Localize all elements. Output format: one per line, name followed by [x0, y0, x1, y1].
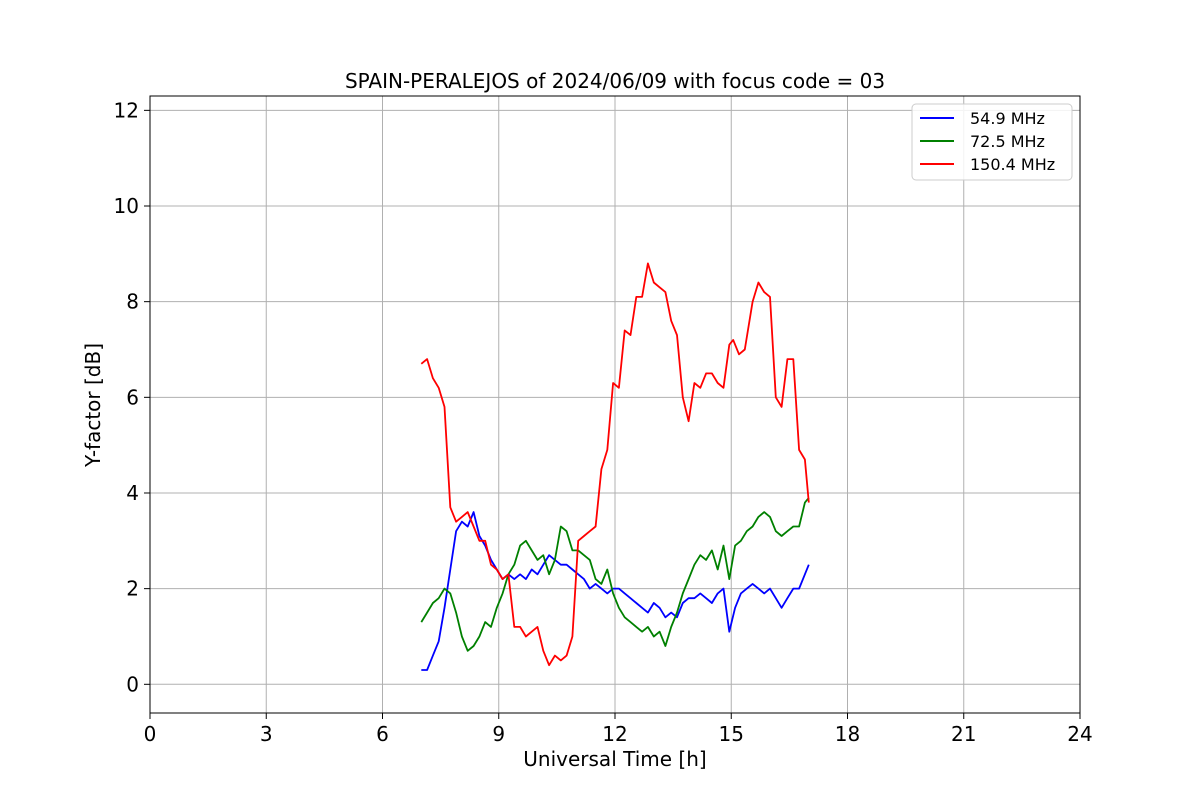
legend-box — [911, 103, 1073, 181]
x-tick-label: 6 — [376, 722, 389, 746]
x-tick-label: 9 — [492, 722, 505, 746]
x-axis-label: Universal Time [h] — [523, 747, 706, 771]
series-lines — [420, 262, 810, 671]
x-tick-label: 15 — [719, 722, 744, 746]
series-line-150-4-mhz — [420, 262, 810, 667]
chart-title: SPAIN-PERALEJOS of 2024/06/09 with focus… — [345, 69, 885, 93]
series-line-72-5-mhz — [420, 497, 810, 652]
legend-entry: 72.5 MHz — [970, 132, 1045, 151]
x-tick-label: 0 — [144, 722, 157, 746]
x-tick-label: 12 — [602, 722, 627, 746]
x-tick-label: 3 — [260, 722, 273, 746]
y-tick-label: 0 — [126, 672, 139, 696]
y-tick-label: 8 — [126, 290, 139, 314]
legend-entry: 54.9 MHz — [970, 109, 1045, 128]
x-tick-label: 24 — [1067, 722, 1092, 746]
y-axis-ticks: 0 2 4 6 8 10 12 — [114, 98, 150, 696]
legend-entry: 150.4 MHz — [970, 155, 1055, 174]
y-tick-label: 6 — [126, 385, 139, 409]
y-axis-label: Y-factor [dB] — [81, 343, 105, 468]
legend: 54.9 MHz 72.5 MHz 150.4 MHz — [911, 103, 1073, 181]
x-tick-label: 21 — [951, 722, 976, 746]
y-tick-label: 2 — [126, 577, 139, 601]
x-tick-label: 18 — [835, 722, 860, 746]
y-tick-label: 12 — [114, 98, 139, 122]
y-tick-label: 10 — [114, 194, 139, 218]
x-axis-ticks: 0 3 6 9 12 15 18 21 24 — [144, 713, 1093, 746]
y-tick-label: 4 — [126, 481, 139, 505]
